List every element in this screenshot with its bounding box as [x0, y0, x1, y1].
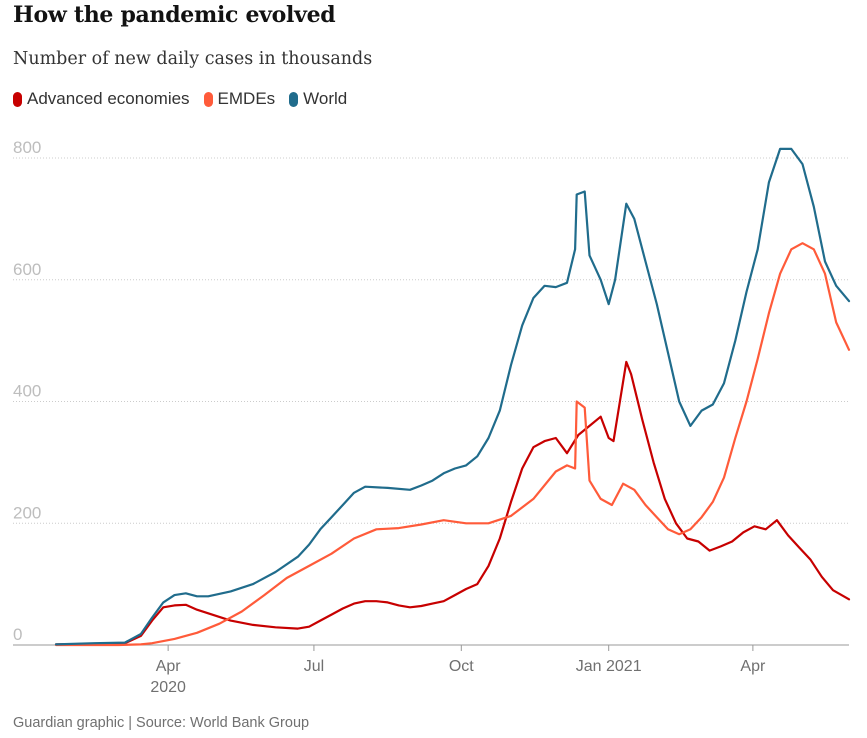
y-tick-label-200: 200: [13, 503, 41, 522]
y-tick-label-0: 0: [13, 625, 22, 644]
chart-subtitle: Number of new daily cases in thousands: [13, 49, 373, 69]
legend-swatch-emdes: [203, 91, 213, 107]
y-tick-label-600: 600: [13, 260, 41, 279]
chart-legend: Advanced economies EMDEs World: [13, 89, 347, 109]
y-tick-label-400: 400: [13, 382, 41, 401]
x-axis: Apr 2020 Jul Oct Jan 2021 Apr: [150, 645, 766, 696]
legend-label-world: World: [303, 89, 348, 108]
x-tick-label-4: Apr: [740, 658, 766, 675]
x-tick-label-2: Oct: [449, 658, 474, 675]
x-tick-label-0: Apr: [156, 658, 182, 675]
series-line-world: [54, 147, 851, 646]
series-line-advanced-economies: [54, 360, 851, 646]
y-grid: 0 200 400 600 800: [13, 138, 849, 646]
legend-item-world: World: [289, 89, 347, 109]
source-note: Guardian graphic | Source: World Bank Gr…: [13, 715, 310, 731]
legend-item-advanced-economies: Advanced economies: [13, 89, 190, 109]
legend-label-emdes: EMDEs: [217, 89, 276, 108]
legend-label-advanced-economies: Advanced economies: [27, 89, 190, 108]
legend-swatch-world: [289, 91, 299, 107]
x-tick-label-1: Jul: [304, 658, 324, 675]
legend-swatch-advanced-economies: [13, 91, 22, 107]
y-tick-label-800: 800: [13, 138, 41, 157]
chart-title: How the pandemic evolved: [13, 2, 336, 28]
x-tick-label-3: Jan 2021: [576, 658, 642, 675]
series-layer: [54, 147, 851, 647]
legend-item-emdes: EMDEs: [203, 89, 276, 109]
series-line-emdes: [54, 242, 851, 647]
x-tick-sublabel-0: 2020: [150, 679, 186, 696]
